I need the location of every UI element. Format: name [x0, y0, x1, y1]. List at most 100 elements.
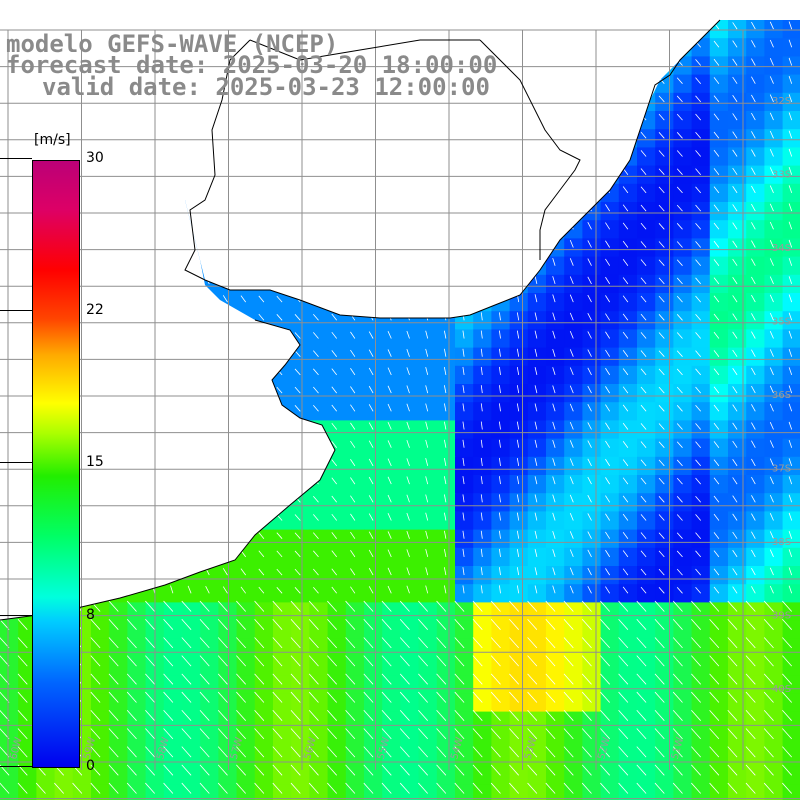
- wind-cell: [782, 293, 800, 312]
- wind-arrow: [788, 549, 793, 558]
- wind-arrow: [713, 313, 720, 321]
- wind-arrow: [425, 403, 429, 412]
- wind-arrow: [406, 385, 410, 394]
- wind-cell: [564, 675, 583, 694]
- wind-arrow: [691, 673, 701, 685]
- wind-arrow: [436, 655, 447, 667]
- wind-arrow: [240, 568, 247, 576]
- wind-arrow: [516, 366, 520, 375]
- wind-arrow: [308, 709, 319, 721]
- wind-cell: [746, 438, 765, 458]
- wind-arrow: [436, 764, 447, 776]
- wind-arrow: [509, 691, 519, 703]
- wind-cell: [600, 675, 620, 694]
- wind-cell: [673, 766, 693, 785]
- wind-arrow: [145, 709, 155, 721]
- wind-cell: [637, 274, 656, 294]
- wind-arrow: [126, 782, 137, 794]
- wind-cell: [673, 347, 693, 367]
- wind-arrow: [126, 709, 137, 721]
- wind-arrow: [636, 691, 647, 703]
- wind-cell: [400, 402, 420, 421]
- wind-cell: [200, 657, 219, 676]
- wind-arrow: [387, 494, 392, 503]
- wind-cell: [673, 293, 693, 312]
- wind-arrow: [480, 330, 483, 339]
- wind-arrow: [90, 673, 101, 685]
- wind-arrow: [108, 728, 119, 740]
- wind-cell: [764, 475, 784, 494]
- wind-cell: [673, 129, 693, 148]
- wind-arrow: [788, 349, 793, 357]
- wind-arrow: [331, 331, 338, 339]
- wind-cell: [655, 256, 674, 276]
- wind-cell: [728, 456, 747, 476]
- wind-arrow: [691, 746, 701, 758]
- wind-arrow: [276, 386, 283, 394]
- wind-arrow: [217, 782, 228, 794]
- wind-arrow: [769, 331, 774, 339]
- wind-cell: [618, 620, 638, 640]
- wind-cell: [364, 657, 383, 676]
- wind-cell: [436, 657, 456, 676]
- wind-arrow: [654, 618, 665, 630]
- wind-arrow: [751, 294, 756, 303]
- wind-cell: [509, 766, 529, 785]
- wind-cell: [728, 729, 747, 749]
- wind-cell: [546, 657, 565, 676]
- wind-cell: [764, 529, 784, 549]
- wind-arrow: [605, 586, 611, 594]
- wind-arrow: [569, 403, 574, 412]
- wind-arrow: [368, 476, 374, 485]
- wind-cell: [709, 420, 729, 440]
- wind-arrow: [636, 637, 647, 649]
- colorbar-unit: [m/s]: [34, 132, 71, 148]
- wind-cell: [109, 711, 128, 731]
- wind-cell: [564, 566, 583, 585]
- wind-arrow: [552, 421, 556, 430]
- wind-arrow: [727, 637, 738, 649]
- wind-cell: [782, 456, 800, 476]
- wind-cell: [127, 748, 147, 767]
- wind-arrow: [745, 655, 756, 667]
- wind-cell: [728, 493, 747, 512]
- wind-cell: [655, 511, 674, 531]
- wind-cell: [418, 602, 438, 622]
- wind-arrow: [618, 709, 629, 721]
- wind-cell: [473, 620, 492, 640]
- wind-arrow: [90, 728, 101, 740]
- wind-arrow: [788, 458, 793, 467]
- wind-arrow: [745, 673, 756, 685]
- wind-arrow: [480, 548, 483, 557]
- wind-cell: [491, 566, 511, 585]
- wind-arrow: [713, 459, 720, 467]
- wind-arrow: [676, 459, 683, 467]
- wind-arrow: [709, 673, 720, 685]
- wind-cell: [546, 729, 565, 749]
- wind-arrow: [654, 655, 665, 667]
- wind-cell: [327, 566, 347, 585]
- wind-cell: [491, 729, 511, 749]
- wind-cell: [527, 766, 547, 785]
- wind-arrow: [345, 655, 356, 667]
- wind-arrow: [782, 637, 792, 649]
- wind-cell: [746, 274, 765, 294]
- wind-arrow: [108, 782, 119, 794]
- wind-arrow: [331, 513, 338, 521]
- wind-cell: [673, 657, 693, 676]
- wind-cell: [764, 493, 784, 512]
- wind-arrow: [126, 728, 137, 740]
- wind-arrow: [436, 728, 447, 740]
- wind-arrow: [145, 728, 155, 740]
- wind-cell: [691, 475, 711, 494]
- wind-arrow: [788, 203, 793, 212]
- wind-arrow: [672, 637, 683, 649]
- wind-arrow: [640, 332, 647, 339]
- wind-cell: [637, 547, 656, 567]
- wind-arrow: [676, 386, 683, 394]
- wind-cell: [418, 657, 438, 676]
- wind-cell: [673, 675, 693, 694]
- wind-cell: [582, 220, 602, 239]
- wind-arrow: [368, 440, 374, 448]
- wind-arrow: [276, 532, 283, 539]
